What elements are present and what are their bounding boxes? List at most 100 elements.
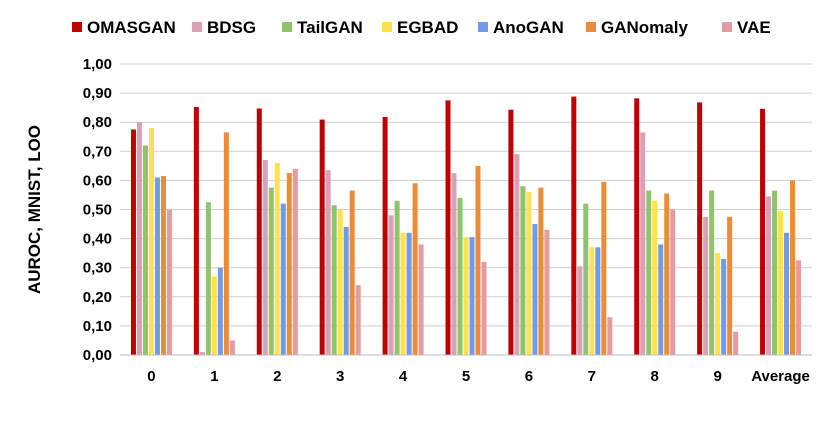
bar-bdsg-average [766,196,772,355]
bar-ganomaly-8 [664,193,670,355]
bar-tailgan-1 [205,202,211,355]
bar-bdsg-6 [514,154,520,355]
bar-bdsg-0 [136,122,142,355]
bar-omasgan-5 [445,100,451,355]
bar-anogan-4 [406,232,412,355]
legend-item-ganomaly: GANomaly [586,18,688,37]
bar-egbad-1 [211,276,217,355]
bar-ganomaly-4 [412,183,418,355]
bar-bdsg-1 [199,352,205,355]
bar-tailgan-5 [457,197,463,355]
bar-tailgan-7 [583,203,589,355]
bar-bdsg-7 [577,266,583,355]
bar-omasgan-average [760,108,766,356]
legend-item-omasgan: OMASGAN [72,18,176,37]
grid-lines [120,63,812,327]
bar-omasgan-2 [256,108,262,355]
bar-egbad-4 [400,232,406,355]
bar-omasgan-7 [571,96,577,355]
bar-omasgan-1 [193,107,199,356]
x-tick-label: 4 [399,368,408,385]
y-tick-label: 0,80 [83,114,112,131]
bar-ganomaly-6 [538,187,544,355]
legend-swatch [586,22,596,32]
legend-item-bdsg: BDSG [192,18,256,37]
x-tick-label: 7 [588,368,596,385]
bar-omasgan-0 [130,129,136,355]
x-tick-label: 2 [273,368,281,385]
bar-egbad-7 [589,247,595,355]
y-axis-label: AUROC, MNIST, LOO [25,125,44,294]
bar-anogan-8 [658,244,664,355]
y-tick-label: 0,40 [83,231,112,248]
bar-anogan-average [784,232,790,355]
bar-omasgan-6 [508,109,514,355]
bar-vae-2 [292,168,298,355]
legend-label: BDSG [207,18,256,37]
bar-vae-7 [607,317,613,355]
bar-tailgan-0 [142,145,148,355]
bars [130,96,802,356]
x-tick-label: 9 [713,368,721,385]
bar-bdsg-8 [640,132,646,355]
y-tick-label: 0,90 [83,85,112,102]
bar-tailgan-9 [709,190,715,355]
bar-vae-6 [544,229,550,355]
legend-swatch [382,22,392,32]
legend-swatch [72,22,82,32]
legend-item-vae: VAE [722,18,771,37]
legend-swatch [722,22,732,32]
legend-item-tailgan: TailGAN [282,18,363,37]
y-tick-label: 0,60 [83,172,112,189]
bar-bdsg-9 [703,216,709,355]
bar-egbad-9 [715,253,721,355]
bar-anogan-5 [469,237,475,355]
bar-bdsg-2 [262,160,268,355]
bar-anogan-9 [721,258,727,355]
bar-egbad-3 [337,209,343,355]
y-tick-label: 0,00 [83,347,112,364]
bar-egbad-5 [463,237,469,355]
bar-tailgan-average [772,190,778,355]
bar-vae-4 [418,244,424,355]
bar-vae-average [796,260,802,355]
x-tick-label: Average [751,368,810,385]
x-axis-ticks: 0 1 2 3 4 5 6 7 8 9 Average [147,368,810,385]
bar-omasgan-3 [319,119,325,356]
bar-anogan-3 [343,226,349,355]
bar-vae-0 [166,209,172,355]
legend-label: EGBAD [397,18,458,37]
bar-tailgan-8 [646,190,652,355]
bar-tailgan-2 [268,187,274,355]
legend-label: TailGAN [297,18,363,37]
bar-ganomaly-average [790,180,796,355]
bar-bdsg-4 [388,215,394,355]
bar-anogan-6 [532,224,538,355]
bar-omasgan-9 [697,102,703,355]
chart-legend: OMASGAN BDSG TailGAN EGBAD AnoGAN GANomaly VAE [72,18,771,37]
y-tick-label: 1,00 [83,56,112,73]
legend-swatch [192,22,202,32]
y-tick-label: 0,30 [83,260,112,277]
bar-anogan-0 [154,177,160,355]
bar-egbad-6 [526,192,532,355]
x-tick-label: 3 [336,368,344,385]
legend-item-egbad: EGBAD [382,18,458,37]
bar-tailgan-3 [331,205,337,355]
legend-label: VAE [737,18,771,37]
bar-ganomaly-2 [286,173,292,355]
bar-egbad-average [778,210,784,355]
x-tick-label: 5 [462,368,470,385]
y-axis-ticks: 0,00 0,10 0,20 0,30 0,40 0,50 0,60 0,70 0,80 0,90… [83,56,112,364]
bar-omasgan-8 [634,98,640,355]
bar-vae-3 [355,285,361,355]
bar-ganomaly-3 [349,190,355,355]
bar-bdsg-5 [451,173,457,355]
bar-vae-8 [670,209,676,355]
bar-egbad-0 [148,128,154,355]
bar-ganomaly-1 [223,132,229,355]
legend-swatch [282,22,292,32]
bar-egbad-2 [274,162,280,355]
legend-label: AnoGAN [493,18,564,37]
